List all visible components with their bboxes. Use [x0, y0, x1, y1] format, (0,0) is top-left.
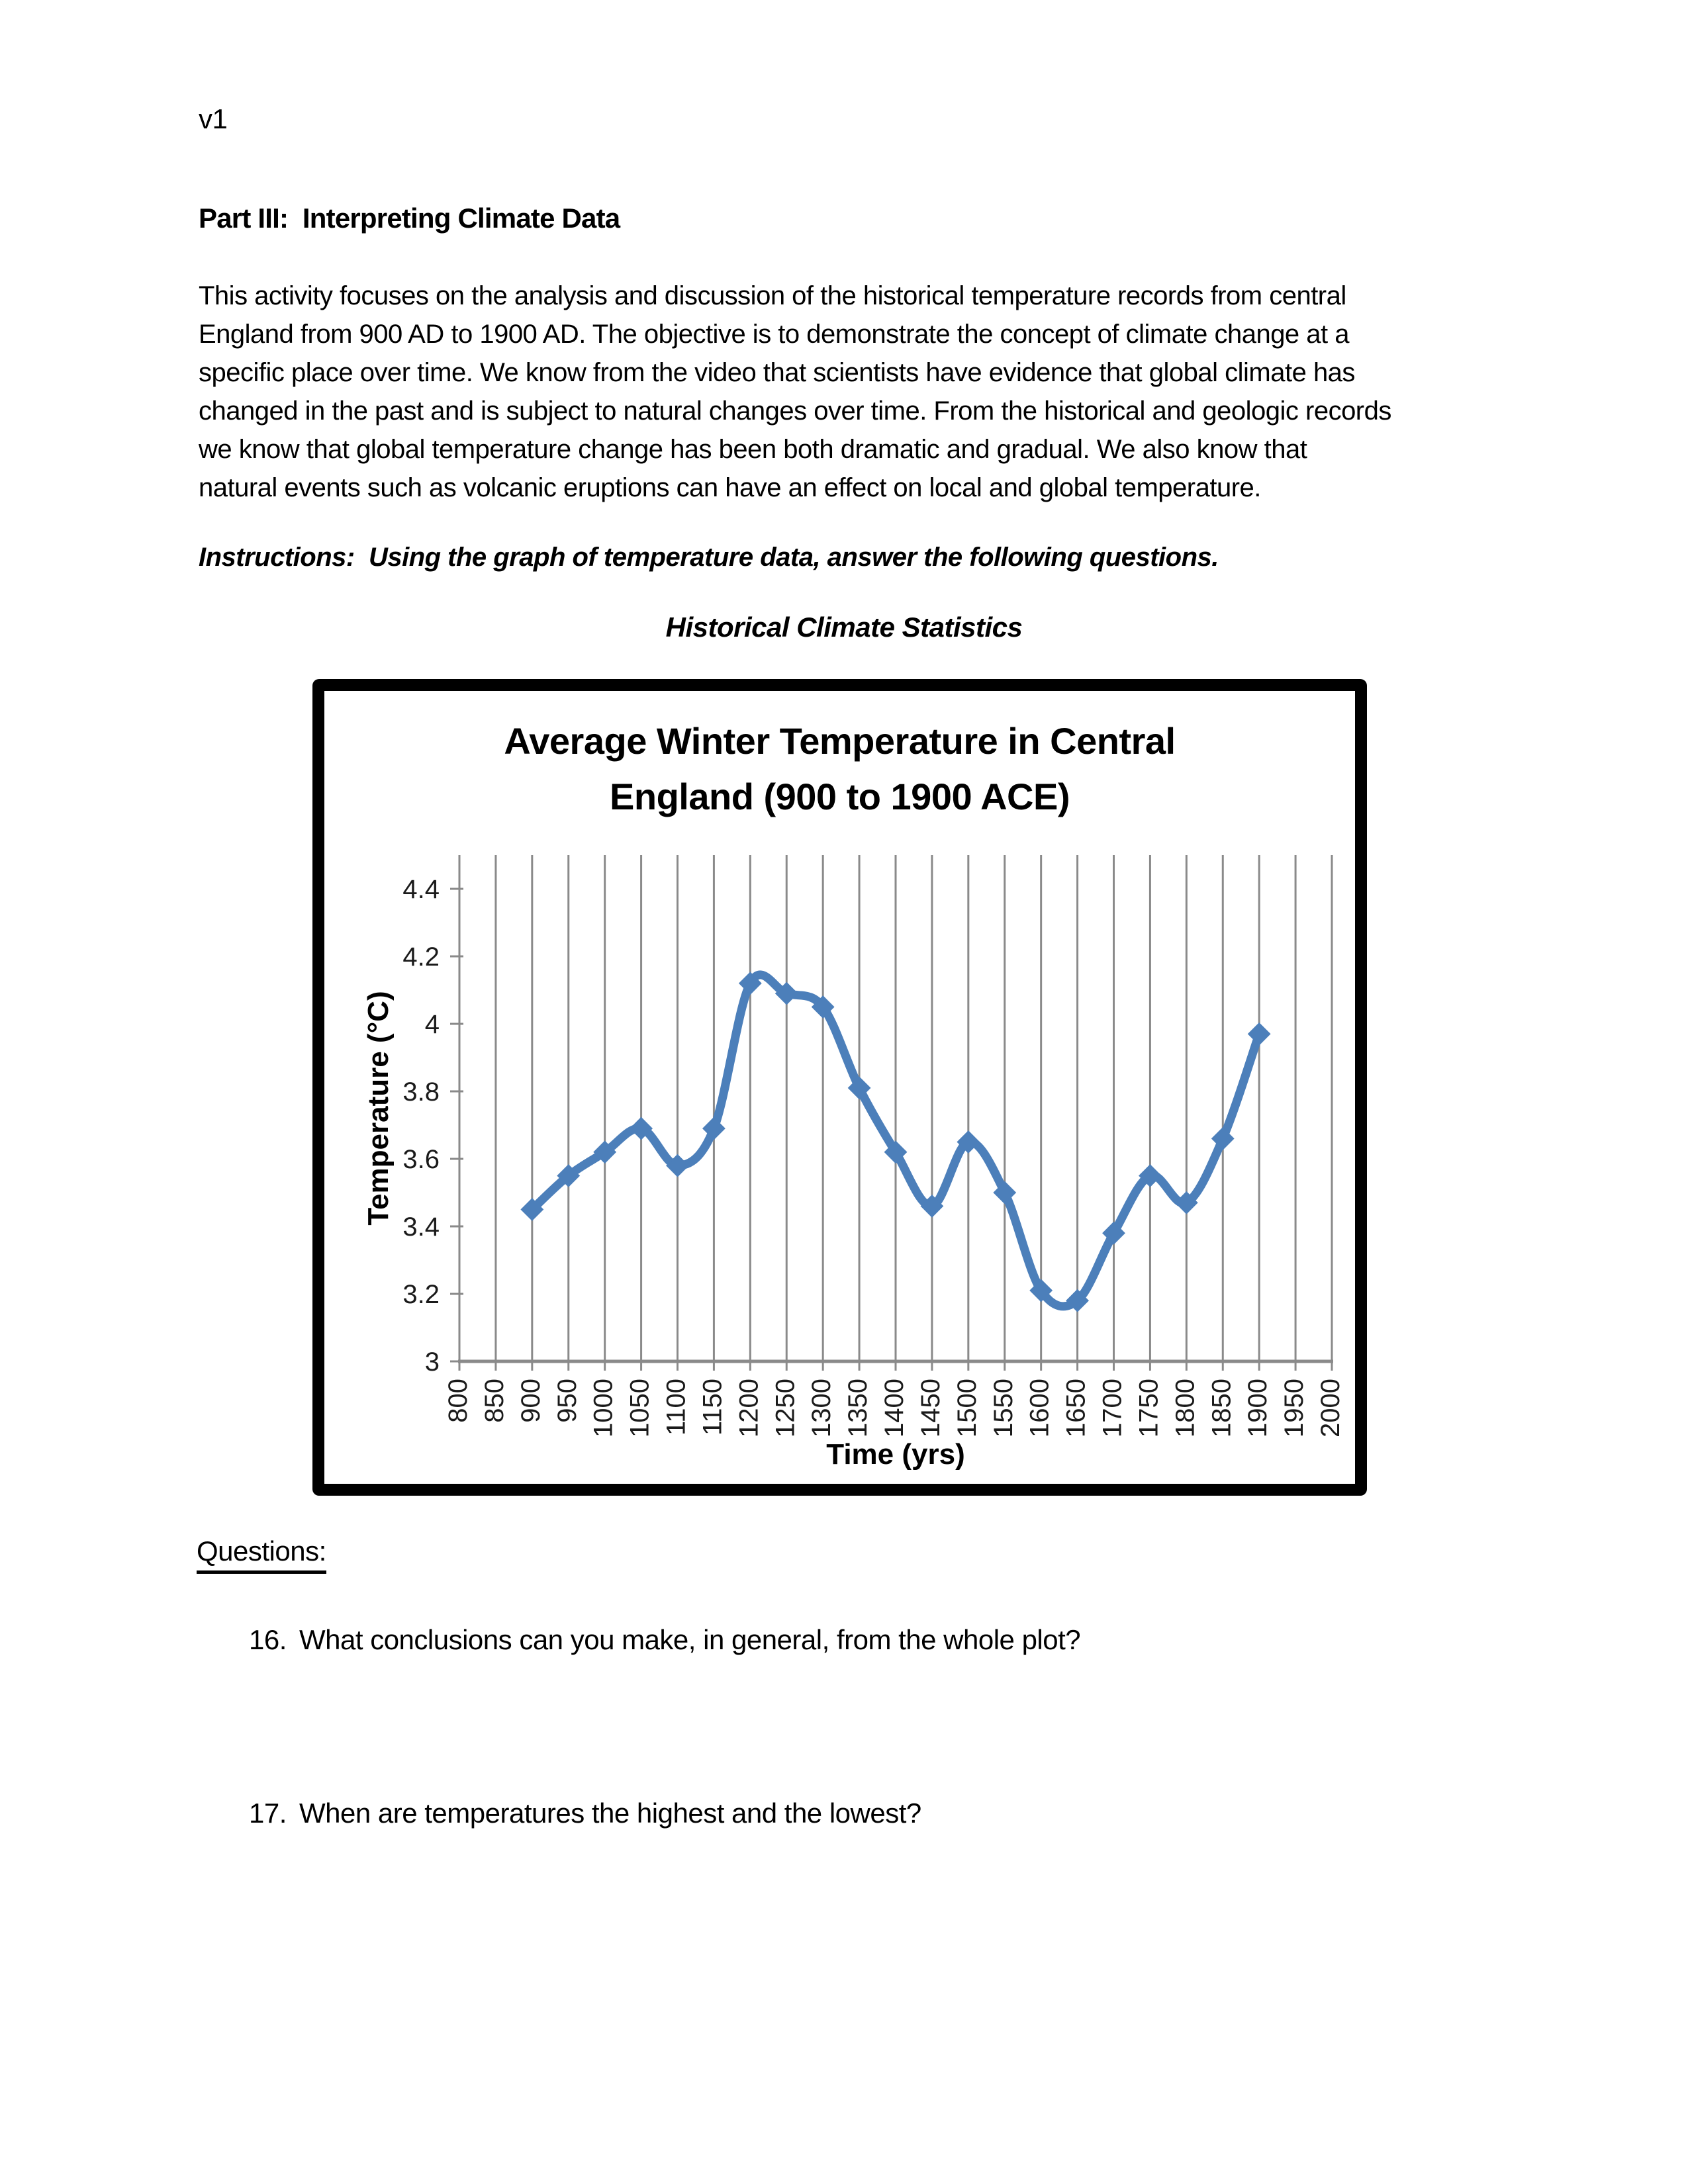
x-tick-label: 1850: [1207, 1379, 1236, 1437]
chart-title-line1: Average Winter Temperature in Central: [504, 720, 1176, 762]
data-point-marker: [1102, 1221, 1125, 1245]
data-point-marker: [1066, 1289, 1089, 1312]
x-tick-label: 1800: [1170, 1379, 1199, 1437]
intro-line: England from 900 AD to 1900 AD. The obje…: [199, 320, 1350, 349]
x-tick-label: 1000: [589, 1379, 618, 1437]
x-tick-label: 1050: [626, 1379, 655, 1437]
question-text: What conclusions can you make, in genera…: [299, 1624, 1081, 1655]
x-tick-label: 1250: [771, 1379, 800, 1437]
x-tick-label: 1650: [1062, 1379, 1091, 1437]
data-point-marker: [811, 995, 835, 1019]
questions-heading-text: Questions:: [197, 1535, 326, 1574]
intro-line: This activity focuses on the analysis an…: [199, 281, 1346, 310]
chart-title-line2: England (900 to 1900 ACE): [610, 776, 1070, 817]
x-tick-label: 850: [480, 1379, 509, 1423]
question-16: 16. What conclusions can you make, in gen…: [249, 1624, 1081, 1656]
x-tick-label: 1200: [734, 1379, 763, 1437]
x-tick-label: 1350: [843, 1379, 872, 1437]
data-point-marker: [520, 1198, 544, 1221]
y-tick-label: 3: [425, 1347, 440, 1377]
x-tick-label: 1600: [1025, 1379, 1055, 1437]
x-tick-label: 950: [553, 1379, 582, 1423]
y-tick-label: 3.2: [402, 1280, 440, 1309]
x-tick-label: 900: [516, 1379, 545, 1423]
intro-line: natural events such as volcanic eruption…: [199, 473, 1261, 502]
data-point-marker: [993, 1181, 1017, 1205]
question-text: When are temperatures the highest and th…: [299, 1797, 921, 1829]
instructions-text: Instructions: Using the graph of tempera…: [199, 543, 1219, 572]
data-point-marker: [847, 1076, 871, 1100]
intro-line: changed in the past and is subject to na…: [199, 396, 1391, 426]
x-axis-title: Time (yrs): [826, 1438, 965, 1471]
y-tick-label: 4.2: [402, 942, 440, 972]
data-point-marker: [1174, 1191, 1198, 1214]
x-tick-label: 800: [444, 1379, 473, 1423]
x-tick-label: 1100: [662, 1379, 691, 1435]
data-point-marker: [666, 1154, 689, 1177]
x-tick-label: 1950: [1280, 1379, 1309, 1437]
x-tick-label: 2000: [1316, 1379, 1345, 1437]
version-label: v1: [199, 103, 228, 134]
questions-heading: Questions:: [197, 1535, 326, 1574]
chart-title: Average Winter Temperature in Central En…: [324, 713, 1355, 825]
x-tick-label: 1500: [953, 1379, 982, 1437]
y-tick-label: 4: [425, 1010, 440, 1039]
data-point-marker: [957, 1130, 980, 1154]
climate-line-chart: 800 850 900 950 1000 1050 1100 1150 1200 1250 1300…: [362, 855, 1345, 1471]
y-tick-label: 4.4: [402, 875, 440, 904]
data-point-marker: [920, 1194, 944, 1218]
data-point-marker: [1139, 1164, 1162, 1187]
y-tick-label: 3.8: [402, 1077, 440, 1107]
chart-frame: 800 850 900 950 1000 1050 1100 1150 1200 1250 1300…: [312, 679, 1367, 1496]
question-17: 17. When are temperatures the highest and…: [249, 1797, 921, 1829]
x-tick-label: 1550: [989, 1379, 1018, 1437]
figure-heading: Historical Climate Statistics: [665, 612, 1023, 643]
x-tick-label: 1750: [1134, 1379, 1163, 1437]
data-point-marker: [1247, 1022, 1271, 1046]
x-tick-label: 1700: [1098, 1379, 1127, 1437]
x-tick-label: 1150: [698, 1379, 727, 1435]
intro-line: specific place over time. We know from t…: [199, 358, 1355, 387]
data-point-marker: [1029, 1279, 1053, 1302]
data-point-marker: [557, 1164, 581, 1187]
data-point-marker: [593, 1140, 617, 1164]
x-tick-label: 1300: [807, 1379, 836, 1437]
question-number: 17.: [249, 1797, 287, 1829]
data-point-marker: [702, 1116, 726, 1140]
data-point-marker: [884, 1140, 908, 1164]
data-point-marker: [1211, 1126, 1235, 1150]
intro-paragraph: This activity focuses on the analysis an…: [199, 277, 1391, 507]
y-axis-title: Temperature (°C): [362, 991, 395, 1225]
data-point-marker: [630, 1116, 653, 1140]
data-point-marker: [738, 972, 762, 995]
data-point-marker: [774, 981, 798, 1005]
x-tick-label: 1900: [1243, 1379, 1272, 1437]
x-tick-label: 1450: [916, 1379, 945, 1437]
section-heading: Part III: Interpreting Climate Data: [199, 203, 620, 234]
question-number: 16.: [249, 1624, 287, 1655]
y-tick-label: 3.6: [402, 1145, 440, 1174]
x-tick-label: 1400: [880, 1379, 909, 1437]
y-tick-label: 3.4: [402, 1212, 440, 1242]
intro-line: we know that global temperature change h…: [199, 435, 1307, 464]
